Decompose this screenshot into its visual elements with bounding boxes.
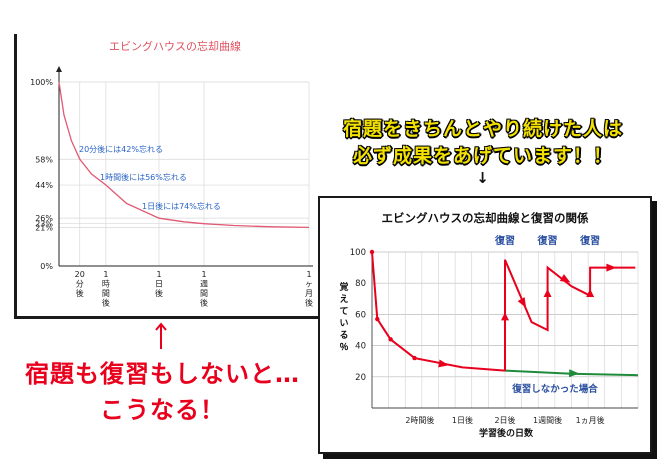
right-y-tick-label: 80 [355,279,366,289]
left-x-tick-label: 後 [155,288,163,298]
left-x-tick-label: 後 [305,298,313,308]
left-y-tick-label: 21% [35,223,53,232]
review-label: 復習 [579,234,600,247]
no-review-label: 復習しなかった場合 [511,383,598,395]
left-x-tick-label: 1 [156,270,161,279]
review-label: 復習 [494,234,515,247]
left-x-tick-label: 1 [306,270,311,279]
right-y-tick-label: 60 [355,310,366,320]
review-relation-chart: エビングハウスの忘却曲線と復習の関係 20 40 60 80 100 2時間後 1日後 2日後 1… [318,196,652,454]
no-review-arrowhead [569,369,580,378]
left-annotation: 1時間後には56%忘れる [100,172,187,182]
right-y-axis-label: る [339,330,348,341]
headline: 宿題をきちんとやり続けた人は 必ず成果をあげています！！ ↓ [318,116,648,186]
left-y-tick-label: 26% [35,214,53,223]
right-y-axis-label: ％ [339,342,348,353]
bottom-note-line2: こうなる！ [100,396,225,424]
left-x-tick-label: 間 [200,289,208,298]
right-x-tick-label: 2日後 [494,415,515,425]
review-relation-svg: エビングハウスの忘却曲線と復習の関係 20 40 60 80 100 2時間後 1日後 2日後 1… [339,211,639,439]
left-y-tick-label: 44% [35,181,53,190]
forgetting-point [412,355,417,361]
left-x-tick-label: 後 [76,288,84,298]
right-y-tick-label: 100 [350,248,366,258]
right-y-axis-label: て [339,306,348,317]
left-x-tick-label: 時 [102,280,110,289]
left-y-tick-label: 0% [40,262,53,271]
review-line [504,259,636,371]
left-x-tick-label: 後 [200,298,208,308]
review-up-arrowhead [543,289,552,297]
review-arrowhead [517,297,527,308]
right-chart-title: エビングハウスの忘却曲線と復習の関係 [382,211,589,225]
review-up-arrowhead [586,289,595,297]
forgetting-point [388,337,393,342]
review-up-arrowhead [501,312,509,321]
left-x-tick-label: 週 [200,280,208,289]
bottom-note: 宿題も復習もしないと… こうなる！ [10,356,315,428]
left-x-tick-label: 後 [102,298,110,308]
headline-line2: 必ず成果をあげています！！ [352,145,613,167]
left-annotation: 20分後には42%忘れる [79,144,163,154]
left-x-tick-label: 月 [305,289,313,298]
review-label: 復習 [537,234,558,247]
forgetting-curve-svg: エビングハウスの忘却曲線0%21%23%26%44%58%100%20分後1時間… [30,39,313,308]
left-annotation: 1日後には74%忘れる [142,201,221,211]
left-chart-title: エビングハウスの忘却曲線 [109,39,241,53]
up-arrow-icon [155,322,167,349]
right-x-tick-label: 1ヵ月後 [576,415,605,425]
left-y-tick-label: 23% [35,220,53,229]
right-y-tick-label: 20 [355,373,366,383]
left-x-tick-label: 間 [102,289,110,298]
right-y-axis-label: い [339,319,348,329]
left-x-tick-label: 日 [155,280,163,289]
left-y-axis-arrow [56,66,62,72]
review-arrowhead [559,274,571,283]
left-x-tick-label: 1 [201,270,206,279]
right-y-tick-label: 40 [355,342,366,352]
right-x-tick-label: 2時間後 [405,415,434,425]
right-x-tick-label: 1週間後 [533,415,562,425]
forgetting-curve-line [58,81,310,229]
left-x-tick-label: 分 [76,280,84,289]
left-x-tick-label: ヶ [305,280,313,289]
forgetting-arrowhead [438,359,449,368]
forgetting-line [371,251,506,372]
right-y-axis-label: え [339,294,348,305]
left-y-tick-label: 58% [35,155,53,164]
right-x-axis-label: 学習後の日数 [479,427,534,439]
forgetting-point [369,249,375,255]
forgetting-curve-chart: エビングハウスの忘却曲線 0% 21% 23% 26% 44% 58% 100% 20 分後 1 時間… [14,34,319,319]
headline-arrow: ↓ [476,169,490,187]
review-arrowhead [606,263,617,272]
forgetting-point [375,316,380,322]
bottom-note-line1: 宿題も復習もしないと… [25,360,300,388]
right-y-axis-label: 覚 [339,281,348,293]
left-x-tick-label: 20 [75,270,85,279]
right-x-tick-label: 1日後 [452,415,473,425]
left-y-tick-label: 100% [30,78,53,87]
headline-line1: 宿題をきちんとやり続けた人は [342,118,623,140]
left-x-tick-label: 1 [103,270,108,279]
